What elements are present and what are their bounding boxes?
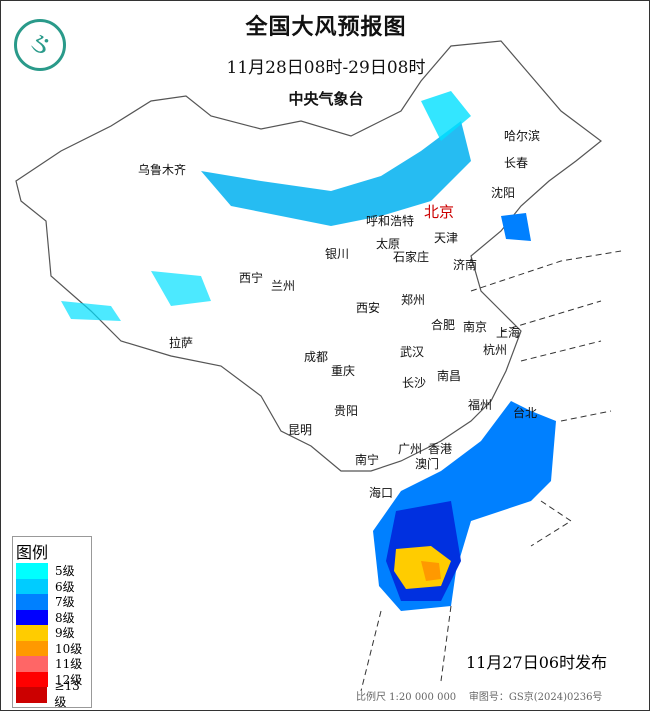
city-label: 呼和浩特 xyxy=(366,214,415,228)
legend-swatch xyxy=(16,656,48,672)
map-title: 全国大风预报图 xyxy=(245,14,407,40)
wind-7-bohai xyxy=(501,213,531,241)
legend-label: 12级 xyxy=(55,672,83,687)
city-label: 郑州 xyxy=(401,293,426,307)
city-label: 广州 xyxy=(398,442,423,456)
city-label: 济南 xyxy=(453,258,478,272)
city-label: 澳门 xyxy=(415,457,440,471)
city-label: 成都 xyxy=(304,350,329,364)
legend-item: 12级 xyxy=(13,671,91,687)
city-label: 台北 xyxy=(513,406,538,420)
legend-label: 11级 xyxy=(55,657,83,672)
city-label: 海口 xyxy=(369,486,394,500)
city-label: 西宁 xyxy=(239,271,264,285)
city-label: 南京 xyxy=(463,320,488,334)
legend-swatch xyxy=(16,671,48,687)
city-label: 沈阳 xyxy=(491,186,516,200)
city-label: 天津 xyxy=(434,231,459,245)
city-label: 南昌 xyxy=(437,369,462,383)
cma-logo: ઙ xyxy=(14,19,66,71)
legend-title: 图例 xyxy=(16,543,49,562)
legend-item: 6级 xyxy=(13,578,91,594)
legend-swatch xyxy=(16,563,48,579)
city-label: 南宁 xyxy=(355,453,380,467)
wind-6-north xyxy=(201,121,471,226)
city-label: 太原 xyxy=(376,237,401,251)
wind-10-south-sea xyxy=(421,561,441,581)
issued-time: 11月27日06时发布 xyxy=(466,653,608,672)
city-label: 福州 xyxy=(468,398,493,412)
legend-swatch xyxy=(16,687,48,703)
city-label: 武汉 xyxy=(400,345,425,359)
legend-item: 11级 xyxy=(13,656,91,672)
legend-swatch xyxy=(16,578,48,594)
legend-label: 10级 xyxy=(55,641,83,656)
city-label: 香港 xyxy=(428,442,453,456)
city-label: 合肥 xyxy=(431,318,456,332)
city-label: 石家庄 xyxy=(393,250,430,264)
legend-label: 9级 xyxy=(55,626,75,641)
city-label: 长沙 xyxy=(402,376,427,390)
forecast-period: 11月28日08时-29日08时 xyxy=(226,58,426,78)
legend-swatch xyxy=(16,625,48,641)
city-label: 上海 xyxy=(496,326,521,340)
legend-label: 7级 xyxy=(55,595,75,610)
legend-item: 5级 xyxy=(13,563,91,579)
city-label: 拉萨 xyxy=(169,336,194,350)
legend-item: 9级 xyxy=(13,625,91,641)
city-label: 西安 xyxy=(356,301,381,315)
approval-number: 审图号：GS京(2024)0236号 xyxy=(468,692,603,703)
map-footer: 比例尺 1:20 000 000 审图号：GS京(2024)0236号 xyxy=(356,688,602,703)
city-label: 重庆 xyxy=(331,364,356,378)
city-label: 长春 xyxy=(504,156,529,170)
city-label: 银川 xyxy=(325,247,350,261)
forecast-zone-lines xyxy=(360,250,622,692)
legend-item: 10级 xyxy=(13,640,91,656)
legend-label: 8级 xyxy=(55,610,75,625)
legend-swatch xyxy=(16,609,48,625)
issuer: 中央气象台 xyxy=(288,90,364,108)
legend-label: 5级 xyxy=(55,564,75,579)
legend-swatch xyxy=(16,594,48,610)
legend-item: ≥13级 xyxy=(13,679,91,709)
wind-5-west xyxy=(61,271,211,321)
legend-label: ≥13级 xyxy=(54,679,80,710)
legend-swatch xyxy=(16,640,48,656)
legend-item: 8级 xyxy=(13,609,91,625)
legend-item: 7级 xyxy=(13,594,91,610)
city-label: 贵阳 xyxy=(334,404,359,418)
legend-label: 6级 xyxy=(55,579,75,594)
scale-text: 比例尺 1:20 000 000 xyxy=(356,692,457,703)
city-label: 兰州 xyxy=(271,279,296,293)
wind-5-north xyxy=(421,91,471,141)
city-label: 乌鲁木齐 xyxy=(138,163,187,177)
city-label-capital: 北京 xyxy=(424,203,455,221)
city-label: 昆明 xyxy=(288,423,313,437)
legend: 图例 5级 6级 7级 8级 9级 10级 11级 12级 ≥13级 xyxy=(12,536,92,709)
city-label: 杭州 xyxy=(483,343,508,357)
city-label: 哈尔滨 xyxy=(504,129,541,143)
